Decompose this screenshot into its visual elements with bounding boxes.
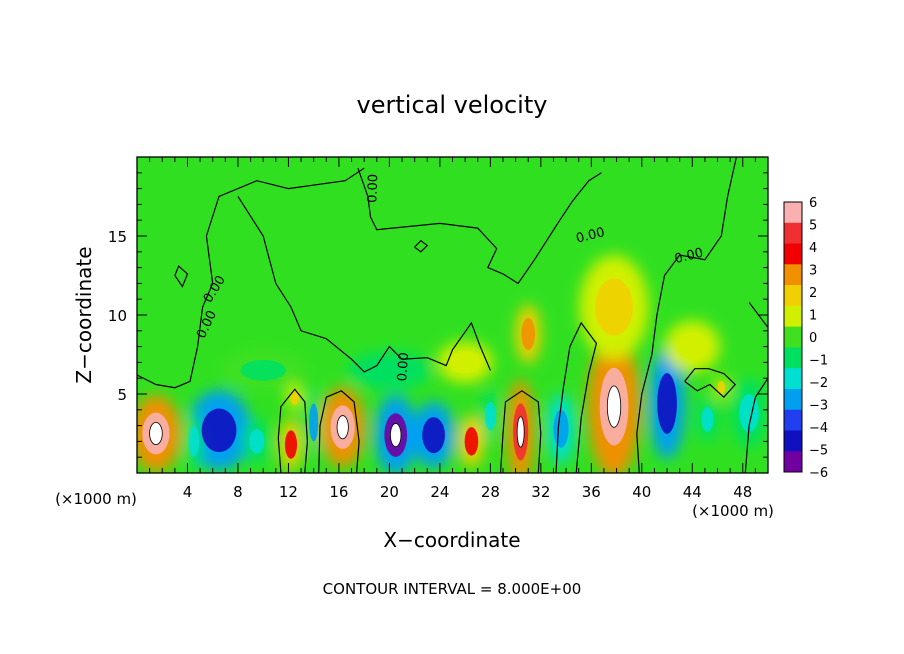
y-axis-label: Z−coordinate: [72, 246, 96, 383]
zero-contour-line: [357, 167, 602, 285]
zero-contour-line: [137, 167, 365, 389]
velocity-cell-core: [485, 401, 496, 431]
velocity-cell-core: [553, 409, 569, 448]
velocity-cell-core: [449, 351, 481, 374]
colorbar-label: −2: [809, 376, 828, 391]
colorbar-label: 1: [809, 309, 817, 324]
y-tick-label: 15: [108, 228, 127, 246]
colorbar-label: 4: [809, 241, 817, 256]
colorbar-swatch: [784, 243, 802, 265]
velocity-cell-core: [188, 426, 200, 457]
colorbar-swatch: [784, 409, 802, 431]
velocity-cell-core: [677, 332, 708, 361]
colorbar-swatch: [784, 285, 802, 307]
colorbar-swatch: [784, 202, 802, 224]
velocity-cell-peak: [606, 385, 622, 428]
x-unit-left: (×1000 m): [55, 490, 137, 508]
x-axis: 4 8 12 16 20 24 28 32 36 40 44 48: [149, 157, 756, 501]
velocity-cell-core: [717, 381, 726, 395]
zero-contour-line: [414, 239, 429, 253]
x-tick-label: 8: [233, 483, 243, 501]
chart-title: vertical velocity: [357, 91, 548, 119]
colorbar-label: 6: [809, 196, 817, 211]
x-axis-label: X−coordinate: [383, 528, 520, 552]
velocity-cell-core: [422, 417, 445, 454]
colorbar-swatch: [784, 305, 802, 328]
colorbar-label: −5: [809, 444, 828, 459]
contour-interval-note: CONTOUR INTERVAL = 8.000E+00: [323, 580, 582, 598]
zero-contour-line: [318, 390, 360, 473]
velocity-cell-core: [366, 359, 413, 381]
x-tick-label: 20: [380, 483, 399, 501]
x-tick-label: 44: [683, 483, 702, 501]
velocity-cell-core: [201, 408, 237, 453]
colorbar-label: −4: [809, 421, 828, 436]
x-tick-label: 36: [582, 483, 601, 501]
colorbar-swatch: [784, 430, 802, 452]
colorbar-swatch: [784, 368, 802, 390]
x-tick-label: 12: [279, 483, 298, 501]
velocity-field: [137, 254, 768, 473]
x-tick-label: 24: [430, 483, 449, 501]
velocity-cell-core: [701, 406, 714, 432]
x-unit-right: (×1000 m): [692, 502, 774, 520]
velocity-cell-core: [249, 429, 265, 454]
zero-contour-line: [744, 377, 768, 473]
x-tick-label: 4: [183, 483, 193, 501]
velocity-cell-core: [521, 317, 536, 351]
y-tick-label: 10: [108, 307, 127, 325]
zero-contour-line: [237, 196, 491, 373]
velocity-cell-peak: [390, 423, 402, 448]
colorbar-swatch: [784, 264, 802, 286]
zero-contour-line: [555, 321, 598, 473]
velocity-cell-peak: [149, 421, 163, 446]
velocity-cell-core: [657, 373, 677, 434]
contour-label: 0.00: [673, 246, 705, 268]
colorbar-swatch: [784, 222, 802, 245]
zero-contour-line: [636, 157, 737, 473]
contour-label: 0.00: [575, 225, 607, 247]
velocity-cores: [142, 278, 759, 461]
zero-contour-line: [174, 264, 189, 288]
zero-contour-line: [499, 390, 542, 473]
y-axis: 5 10 15: [108, 172, 768, 458]
velocity-cell-core: [240, 359, 286, 381]
velocity-cell-core: [595, 278, 633, 336]
contour-lines: [137, 157, 768, 473]
colorbar-label: 2: [809, 286, 817, 301]
x-tick-label: 32: [531, 483, 550, 501]
colorbar-swatch: [784, 326, 802, 348]
velocity-cell-peak: [516, 416, 525, 448]
contour-label: 0.00: [395, 352, 412, 382]
colorbar-swatch: [784, 388, 802, 411]
x-tick-label: 16: [329, 483, 348, 501]
colorbar-label: −3: [809, 399, 828, 414]
y-tick-label: 5: [117, 386, 127, 404]
velocity-cell-core: [464, 427, 479, 456]
velocity-cell-core: [284, 430, 298, 459]
x-tick-label: 40: [632, 483, 651, 501]
plot-area: [137, 157, 768, 473]
velocity-cell-peak: [336, 415, 349, 440]
x-tick-label: 28: [481, 483, 500, 501]
colorbar-label: −1: [809, 354, 828, 369]
colorbar-frame: [783, 201, 803, 473]
velocity-cell-core: [309, 403, 319, 442]
zero-contour-line: [277, 388, 309, 473]
colorbar-swatch: [784, 451, 802, 473]
colorbar-swatch: [784, 347, 802, 369]
x-tick-label: 48: [733, 483, 752, 501]
colorbar-label: 3: [809, 264, 817, 279]
colorbar-label: 0: [809, 331, 817, 346]
contour-label: 0.00: [365, 174, 381, 203]
colorbar-label: −6: [809, 466, 828, 481]
zero-contour-line: [684, 368, 737, 399]
colorbar-label: 5: [809, 219, 817, 234]
velocity-cell-core: [290, 389, 300, 405]
colorbar: 6 5 4 3 2 1 0 −1 −2 −3 −4 −5 −6: [783, 196, 828, 481]
